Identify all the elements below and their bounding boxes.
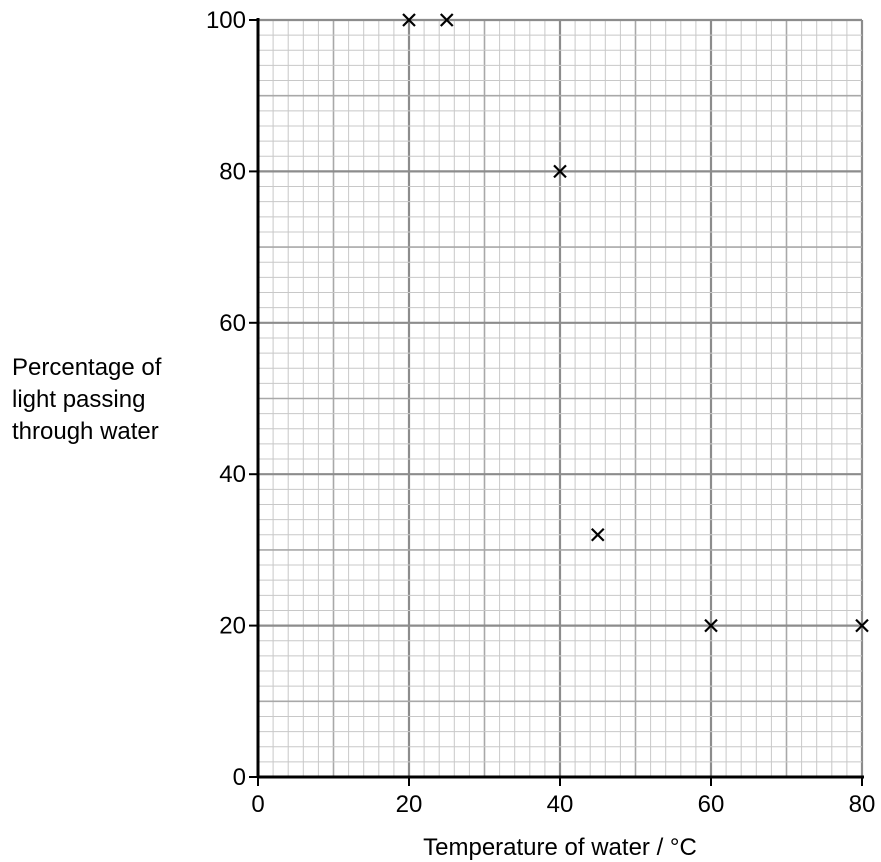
x-tick-label: 80	[849, 791, 876, 818]
y-tick-label: 100	[206, 7, 246, 34]
data-points	[402, 13, 869, 633]
x-tick-label: 40	[547, 791, 574, 818]
y-tick-label: 60	[219, 310, 246, 337]
x-tick-label: 20	[396, 791, 423, 818]
grid-paper	[256, 18, 864, 779]
y-tick-label: 0	[233, 764, 246, 791]
y-tick-label: 80	[219, 158, 246, 185]
data-point-cross	[439, 13, 454, 27]
data-point-cross	[704, 618, 718, 633]
y-axis-label: Percentage of light passing through wate…	[12, 354, 168, 445]
y-tick-label: 20	[219, 613, 246, 640]
y-axis-label-line-2: light passing	[12, 386, 145, 413]
data-point-cross	[855, 618, 869, 633]
x-tick-label: 60	[698, 791, 725, 818]
y-tick-labels: 0 20 40 60 80 100	[206, 7, 258, 791]
y-axis-label-line-3: through water	[12, 418, 159, 445]
x-tick-labels: 0 20 40 60 80	[251, 777, 875, 818]
y-tick-label: 40	[219, 461, 246, 488]
x-tick-label: 0	[251, 791, 264, 818]
x-axis-label: Temperature of water / °C	[423, 834, 697, 861]
y-axis-label-line-1: Percentage of	[12, 354, 162, 381]
data-point-cross	[553, 164, 567, 179]
data-point-cross	[590, 527, 605, 542]
data-point-cross	[402, 13, 416, 27]
